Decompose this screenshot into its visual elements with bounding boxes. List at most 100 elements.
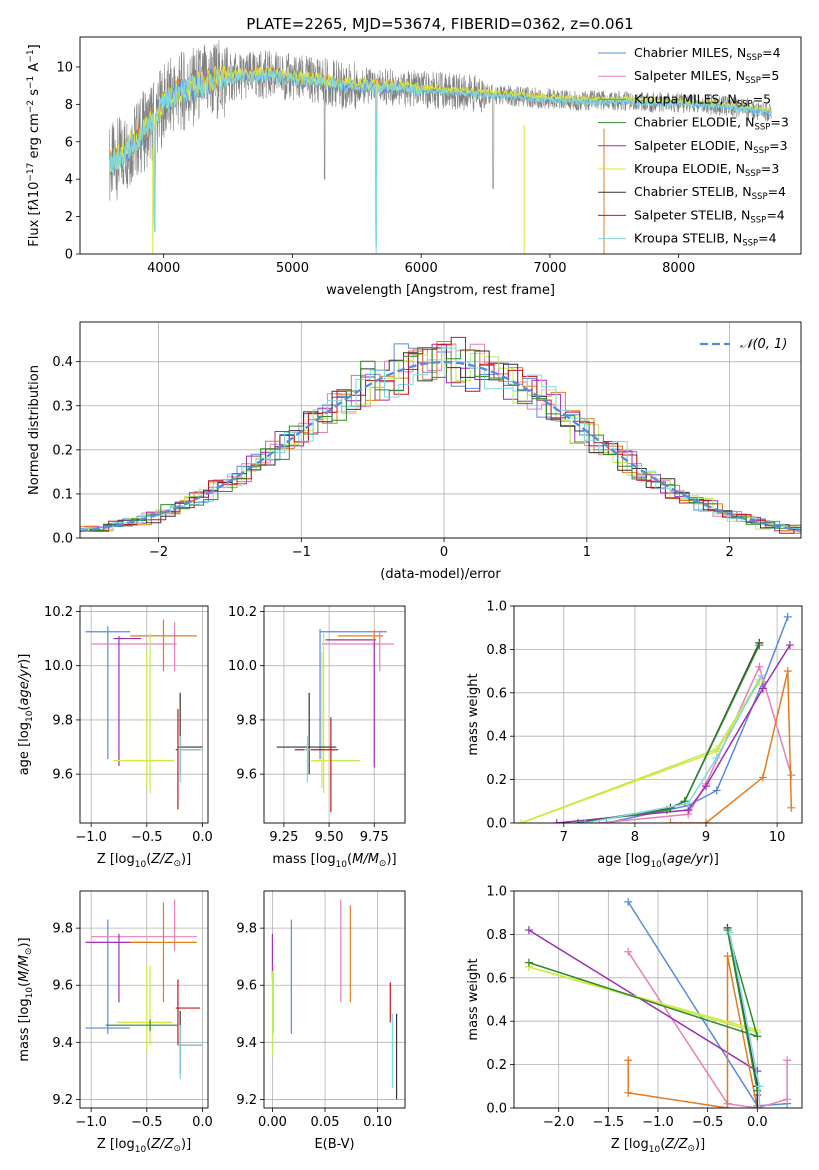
mass-weight-marker — [753, 1104, 762, 1108]
y-tick-label: 0.6 — [486, 971, 507, 986]
mass-weight-marker — [783, 1056, 792, 1065]
y-tick-label: 0.2 — [52, 443, 73, 458]
histogram-step-line — [89, 347, 801, 531]
age-vs-Z-x-label: Z [log10(Z/Z⊙)] — [97, 852, 191, 870]
mass-weight-marker — [524, 958, 533, 967]
axes-frame — [79, 321, 802, 539]
massweight-vs-Z-y-label: mass weight — [466, 958, 481, 1040]
y-tick-label: 1.0 — [486, 885, 507, 900]
x-tick-label: −1 — [292, 545, 311, 560]
x-tick-label: 2 — [725, 545, 733, 560]
x-tick-label: 0.0 — [192, 830, 213, 845]
mass-weight-marker — [624, 947, 633, 956]
legend-gaussian-label: 𝒩(0, 1) — [740, 337, 787, 352]
massweight-vs-age-y-label: mass weight — [466, 673, 481, 755]
y-tick-label: 9.8 — [236, 713, 257, 728]
mass-weight-marker — [702, 782, 710, 791]
mass-weight-marker — [755, 1082, 764, 1091]
x-tick-label: 1 — [583, 545, 591, 560]
mass-weight-marker — [517, 819, 526, 823]
mass-weight-line — [584, 675, 763, 823]
y-tick-label: 9.4 — [236, 1036, 257, 1051]
mass-weight-marker — [783, 1095, 792, 1104]
axes-frame — [263, 605, 406, 824]
mass-weight-marker — [712, 786, 721, 795]
y-tick-label: 9.8 — [236, 922, 257, 937]
mass-weight-marker — [624, 897, 633, 906]
mass-weight-marker — [723, 952, 732, 961]
x-tick-label: 7000 — [533, 261, 566, 276]
y-tick-label: 0.2 — [486, 1058, 507, 1073]
y-tick-label: 0.0 — [486, 1102, 507, 1117]
mass-weight-marker — [783, 667, 792, 676]
massweight-vs-Z-x-label: Z [log10(Z/Z⊙)] — [611, 1137, 705, 1155]
mass-weight-line — [627, 951, 788, 1108]
axes-frame — [263, 890, 406, 1109]
x-tick-label: 9 — [702, 830, 710, 845]
histogram-step-line — [80, 341, 801, 534]
y-tick-label: 10.2 — [44, 605, 73, 620]
mass-weight-marker — [755, 641, 764, 650]
histogram-step-line — [84, 347, 801, 533]
x-tick-label: 5000 — [276, 261, 309, 276]
axes-frame — [79, 36, 802, 255]
y-tick-label: 9.6 — [236, 768, 257, 783]
mass-weight-marker — [757, 671, 766, 680]
mass-weight-marker — [723, 1104, 732, 1108]
y-tick-label: 2 — [65, 210, 73, 225]
y-tick-label: 9.4 — [52, 1036, 73, 1051]
x-tick-label: 0.05 — [311, 1115, 340, 1130]
y-tick-label: 9.8 — [52, 922, 73, 937]
legend-entry: Kroupa STELIB, NSSP=4 — [634, 231, 777, 249]
y-tick-label: 9.8 — [52, 713, 73, 728]
x-tick-label: 7 — [560, 830, 568, 845]
legend-entry: Salpeter STELIB, NSSP=4 — [634, 207, 785, 225]
y-tick-label: 9.6 — [236, 979, 257, 994]
mass-vs-Z-x-label: Z [log10(Z/Z⊙)] — [97, 1137, 191, 1155]
x-tick-label: −2.0 — [543, 1115, 575, 1130]
y-tick-label: 9.6 — [52, 979, 73, 994]
mass-weight-marker — [702, 819, 710, 823]
legend-entry: Chabrier MILES, NSSP=4 — [634, 45, 781, 63]
histogram-step-line — [80, 336, 801, 534]
x-tick-label: 9.25 — [269, 830, 298, 845]
axes-frame — [79, 890, 209, 1109]
y-tick-label: 6 — [65, 135, 73, 150]
x-tick-label: 6000 — [405, 261, 438, 276]
residual-plot-area — [80, 336, 801, 534]
model-spectrum-kroupa-stelib — [109, 67, 772, 247]
mass-weight-line — [627, 955, 759, 1108]
y-tick-label: 0.0 — [52, 532, 73, 547]
mass-weight-marker — [755, 1104, 764, 1108]
y-tick-label: 0.4 — [52, 355, 73, 370]
mass-weight-marker — [524, 926, 533, 935]
residual-x-label: (data-model)/error — [380, 567, 501, 582]
histogram-step-line — [89, 347, 801, 531]
axes-age-vs-mass: 9.25 9.50 9.75 9.6 9.8 10.0 10.2 — [228, 605, 405, 845]
axes-frame — [79, 605, 209, 824]
x-tick-label: 0 — [440, 545, 448, 560]
axes-spectrum: 4000 5000 6000 7000 8000 0 2 4 6 8 10 — [56, 60, 695, 276]
axes-age-vs-Z: −1.0 −0.5 0.0 9.6 9.8 10.0 10.2 — [44, 605, 213, 845]
mass-weight-marker — [666, 819, 675, 823]
x-tick-label: 8000 — [662, 261, 695, 276]
legend-entry: Salpeter MILES, NSSP=5 — [634, 68, 779, 86]
mass-weight-marker — [581, 819, 590, 823]
legend-entry: Chabrier STELIB, NSSP=4 — [634, 184, 786, 202]
x-tick-label: −0.5 — [131, 1115, 163, 1130]
mass-weight-line — [528, 966, 758, 1031]
y-tick-label: 9.6 — [52, 768, 73, 783]
axes-frame — [513, 890, 803, 1109]
y-tick-label: 0.1 — [52, 487, 73, 502]
x-tick-label: −1.0 — [75, 1115, 107, 1130]
mass-weight-marker — [725, 928, 734, 937]
mass-weight-marker — [783, 612, 792, 621]
axes-frame — [513, 605, 803, 824]
y-tick-label: 8 — [65, 98, 73, 113]
y-tick-label: 0 — [65, 248, 73, 263]
y-tick-label: 10.0 — [228, 659, 257, 674]
y-tick-label: 10.0 — [44, 659, 73, 674]
y-tick-label: 0.8 — [486, 643, 507, 658]
x-tick-label: 0.0 — [747, 1115, 768, 1130]
